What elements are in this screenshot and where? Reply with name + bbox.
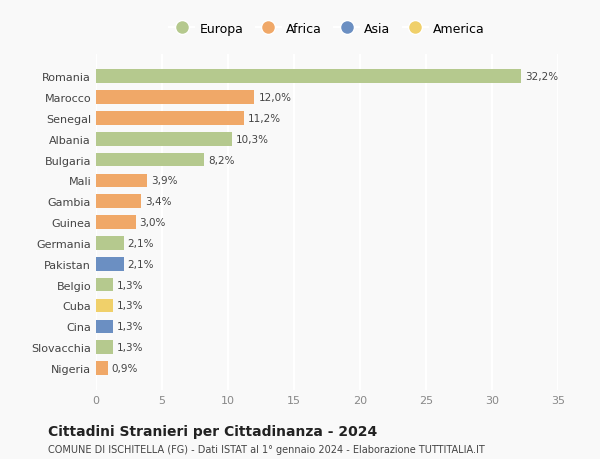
Legend: Europa, Africa, Asia, America: Europa, Africa, Asia, America [164,18,490,41]
Text: 1,3%: 1,3% [117,301,143,311]
Bar [96,153,204,167]
Bar [96,70,521,84]
Bar [96,174,148,188]
Text: 3,4%: 3,4% [145,197,172,207]
Bar [96,216,136,230]
Text: 12,0%: 12,0% [259,93,292,103]
Text: 1,3%: 1,3% [117,280,143,290]
Bar [96,257,124,271]
Bar [96,320,113,333]
Text: 32,2%: 32,2% [525,72,558,82]
Text: 0,9%: 0,9% [112,363,138,373]
Bar [96,237,124,250]
Text: 8,2%: 8,2% [208,155,235,165]
Bar [96,195,141,208]
Text: 10,3%: 10,3% [236,134,269,145]
Bar [96,133,232,146]
Bar [96,361,108,375]
Text: 3,0%: 3,0% [140,218,166,228]
Bar [96,299,113,313]
Text: 1,3%: 1,3% [117,342,143,353]
Bar [96,278,113,292]
Bar [96,341,113,354]
Text: 3,9%: 3,9% [151,176,178,186]
Text: 2,1%: 2,1% [128,238,154,248]
Bar [96,112,244,125]
Text: 11,2%: 11,2% [248,114,281,123]
Text: Cittadini Stranieri per Cittadinanza - 2024: Cittadini Stranieri per Cittadinanza - 2… [48,425,377,438]
Bar [96,91,254,105]
Text: 2,1%: 2,1% [128,259,154,269]
Text: COMUNE DI ISCHITELLA (FG) - Dati ISTAT al 1° gennaio 2024 - Elaborazione TUTTITA: COMUNE DI ISCHITELLA (FG) - Dati ISTAT a… [48,444,485,454]
Text: 1,3%: 1,3% [117,322,143,331]
